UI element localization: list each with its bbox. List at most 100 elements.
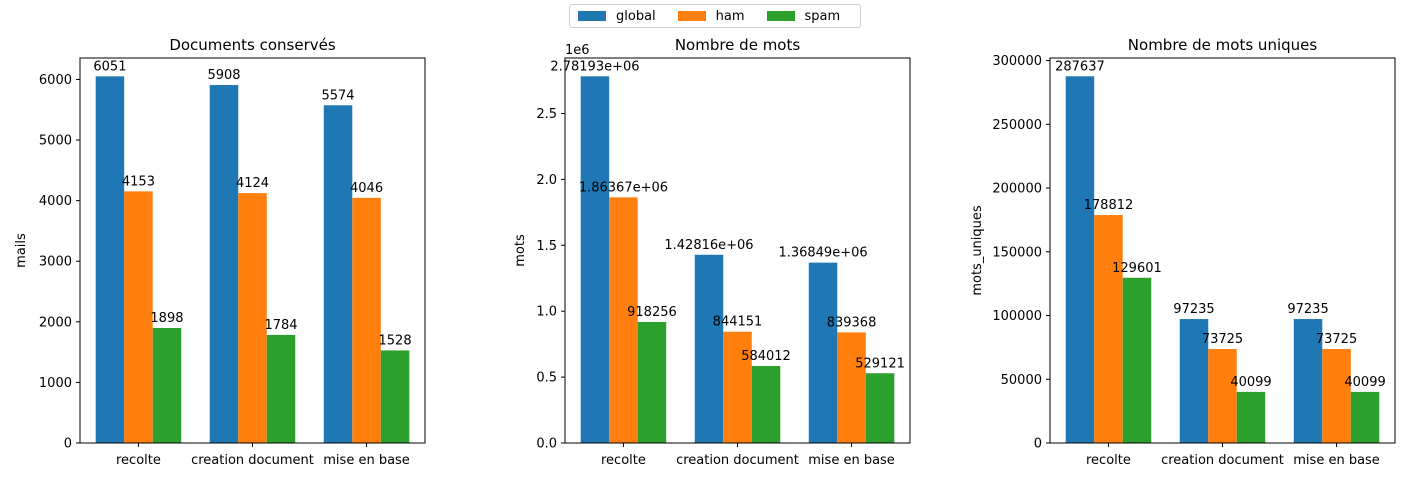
offset-label-nombre-de-mots: 1e6 bbox=[565, 43, 590, 58]
data-label-nombre-de-mots-uniques-spam-0: 129601 bbox=[1112, 261, 1162, 276]
ytick-label-nombre-de-mots-1: 0.5 bbox=[536, 371, 557, 386]
legend-item-ham: ham bbox=[677, 8, 745, 24]
data-label-nombre-de-mots-spam-0: 918256 bbox=[627, 305, 677, 320]
ytick-label-nombre-de-mots-3: 1.5 bbox=[536, 239, 557, 254]
bar-nombre-de-mots-uniques-spam-0 bbox=[1122, 277, 1152, 443]
legend-item-spam: spam bbox=[766, 8, 841, 24]
ytick-label-documents-conserves-5: 5000 bbox=[39, 134, 72, 149]
legend-swatch-spam bbox=[766, 11, 795, 21]
bar-documents-conserves-global-2 bbox=[323, 105, 353, 443]
data-label-nombre-de-mots-ham-0: 1.86367e+06 bbox=[579, 180, 668, 195]
data-label-nombre-de-mots-global-2: 1.36849e+06 bbox=[778, 246, 867, 261]
bar-documents-conserves-global-0 bbox=[95, 76, 125, 444]
bar-nombre-de-mots-uniques-ham-2 bbox=[1322, 349, 1351, 443]
bar-documents-conserves-spam-0 bbox=[152, 328, 182, 443]
bar-nombre-de-mots-uniques-ham-1 bbox=[1208, 349, 1237, 443]
data-label-nombre-de-mots-uniques-spam-2: 40099 bbox=[1344, 375, 1385, 390]
data-label-documents-conserves-spam-2: 1528 bbox=[379, 333, 412, 348]
data-label-nombre-de-mots-spam-1: 584012 bbox=[741, 349, 791, 364]
ytick-label-documents-conserves-6: 6000 bbox=[39, 73, 72, 88]
bar-nombre-de-mots-uniques-ham-0 bbox=[1094, 215, 1123, 443]
bar-nombre-de-mots-spam-2 bbox=[865, 373, 895, 443]
legend-label-spam: spam bbox=[804, 8, 841, 24]
bar-nombre-de-mots-ham-0 bbox=[609, 197, 638, 443]
data-label-nombre-de-mots-uniques-ham-0: 178812 bbox=[1084, 198, 1134, 213]
ylabel-nombre-de-mots: mots bbox=[513, 234, 528, 267]
ylabel-nombre-de-mots-uniques: mots_uniques bbox=[970, 205, 985, 296]
data-label-documents-conserves-ham-0: 4153 bbox=[122, 174, 155, 189]
ytick-label-documents-conserves-3: 3000 bbox=[39, 255, 72, 270]
legend-label-ham: ham bbox=[715, 8, 745, 24]
xtick-label-documents-conserves-2: mise en base bbox=[323, 453, 410, 468]
xtick-label-documents-conserves-1: creation document bbox=[191, 453, 314, 468]
ytick-label-nombre-de-mots-uniques-3: 150000 bbox=[992, 245, 1042, 260]
data-label-documents-conserves-global-2: 5574 bbox=[321, 88, 354, 103]
data-label-nombre-de-mots-uniques-ham-1: 73725 bbox=[1202, 332, 1243, 347]
data-label-nombre-de-mots-spam-2: 529121 bbox=[855, 356, 905, 371]
bar-nombre-de-mots-global-2 bbox=[808, 262, 838, 443]
ytick-label-documents-conserves-2: 2000 bbox=[39, 315, 72, 330]
bar-nombre-de-mots-ham-2 bbox=[837, 332, 866, 443]
data-label-nombre-de-mots-global-0: 2.78193e+06 bbox=[550, 59, 639, 74]
ytick-label-nombre-de-mots-uniques-2: 100000 bbox=[992, 309, 1042, 324]
data-label-documents-conserves-spam-0: 1898 bbox=[150, 311, 183, 326]
ytick-label-nombre-de-mots-4: 2.0 bbox=[536, 173, 557, 188]
bar-nombre-de-mots-spam-0 bbox=[637, 321, 667, 443]
bar-nombre-de-mots-uniques-global-1 bbox=[1179, 319, 1209, 443]
xtick-label-nombre-de-mots-uniques-1: creation document bbox=[1161, 453, 1284, 468]
ytick-label-nombre-de-mots-5: 2.5 bbox=[536, 107, 557, 122]
ytick-label-nombre-de-mots-uniques-0: 0 bbox=[1034, 437, 1042, 452]
xtick-label-nombre-de-mots-2: mise en base bbox=[808, 453, 895, 468]
data-label-documents-conserves-global-1: 5908 bbox=[207, 68, 240, 83]
ytick-label-documents-conserves-1: 1000 bbox=[39, 376, 72, 391]
data-label-nombre-de-mots-uniques-ham-2: 73725 bbox=[1316, 332, 1357, 347]
data-label-nombre-de-mots-uniques-global-0: 287637 bbox=[1055, 59, 1105, 74]
legend-item-global: global bbox=[578, 9, 656, 24]
bar-nombre-de-mots-uniques-global-0 bbox=[1065, 76, 1095, 443]
bar-documents-conserves-ham-2 bbox=[352, 197, 381, 443]
ytick-label-nombre-de-mots-uniques-6: 300000 bbox=[992, 54, 1042, 69]
bar-nombre-de-mots-ham-1 bbox=[723, 331, 752, 443]
data-label-nombre-de-mots-global-1: 1.42816e+06 bbox=[664, 238, 753, 253]
xtick-label-nombre-de-mots-uniques-2: mise en base bbox=[1293, 453, 1380, 468]
bar-nombre-de-mots-spam-1 bbox=[751, 366, 781, 443]
xtick-label-nombre-de-mots-1: creation document bbox=[676, 453, 799, 468]
chart-title-nombre-de-mots-uniques: Nombre de mots uniques bbox=[1128, 36, 1318, 54]
data-label-nombre-de-mots-uniques-global-1: 97235 bbox=[1173, 302, 1214, 317]
ytick-label-nombre-de-mots-0: 0.0 bbox=[536, 437, 557, 452]
chart-title-documents-conserves: Documents conservés bbox=[169, 36, 336, 54]
bar-nombre-de-mots-uniques-spam-1 bbox=[1236, 391, 1266, 443]
bar-documents-conserves-ham-0 bbox=[124, 191, 153, 443]
legend-swatch-ham bbox=[677, 11, 706, 21]
xtick-label-nombre-de-mots-uniques-0: recolte bbox=[1086, 453, 1131, 468]
xtick-label-nombre-de-mots-0: recolte bbox=[601, 453, 646, 468]
data-label-documents-conserves-ham-1: 4124 bbox=[236, 176, 269, 191]
xtick-label-documents-conserves-0: recolte bbox=[116, 453, 161, 468]
bar-documents-conserves-global-1 bbox=[209, 85, 239, 444]
bar-documents-conserves-spam-2 bbox=[380, 350, 410, 443]
bar-nombre-de-mots-uniques-spam-2 bbox=[1350, 391, 1380, 443]
legend-swatch-global bbox=[578, 11, 606, 21]
legend: global ham spam bbox=[569, 4, 861, 28]
data-label-nombre-de-mots-uniques-global-2: 97235 bbox=[1287, 302, 1328, 317]
ytick-label-nombre-de-mots-uniques-5: 250000 bbox=[992, 118, 1042, 133]
ytick-label-nombre-de-mots-uniques-4: 200000 bbox=[992, 182, 1042, 197]
bar-documents-conserves-spam-1 bbox=[266, 334, 296, 443]
ytick-label-documents-conserves-4: 4000 bbox=[39, 194, 72, 209]
data-label-nombre-de-mots-uniques-spam-1: 40099 bbox=[1230, 375, 1271, 390]
bar-documents-conserves-ham-1 bbox=[238, 193, 267, 443]
data-label-documents-conserves-global-0: 6051 bbox=[93, 59, 126, 74]
data-label-nombre-de-mots-ham-1: 844151 bbox=[713, 315, 763, 330]
ytick-label-nombre-de-mots-uniques-1: 50000 bbox=[1001, 373, 1042, 388]
ytick-label-nombre-de-mots-2: 1.0 bbox=[536, 305, 557, 320]
ylabel-documents-conserves: mails bbox=[14, 233, 29, 268]
bar-nombre-de-mots-global-1 bbox=[694, 254, 724, 443]
data-label-documents-conserves-spam-1: 1784 bbox=[264, 318, 297, 333]
ytick-label-documents-conserves-0: 0 bbox=[64, 437, 72, 452]
chart-title-nombre-de-mots: Nombre de mots bbox=[675, 36, 801, 54]
bar-nombre-de-mots-uniques-global-2 bbox=[1293, 319, 1323, 443]
data-label-nombre-de-mots-ham-2: 839368 bbox=[827, 315, 877, 330]
legend-label-global: global bbox=[616, 8, 656, 24]
data-label-documents-conserves-ham-2: 4046 bbox=[350, 181, 383, 196]
